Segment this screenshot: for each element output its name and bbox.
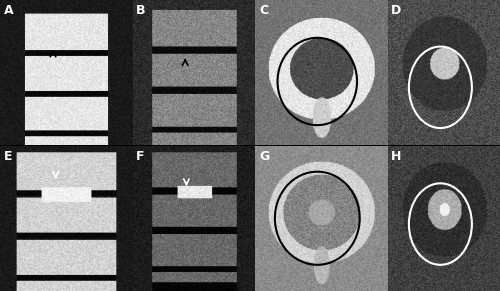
Text: E: E bbox=[4, 150, 12, 163]
Text: H: H bbox=[391, 150, 401, 163]
Text: G: G bbox=[259, 150, 269, 163]
Text: A: A bbox=[4, 4, 14, 17]
Text: D: D bbox=[391, 4, 401, 17]
Text: C: C bbox=[259, 4, 268, 17]
Text: F: F bbox=[136, 150, 144, 163]
Text: B: B bbox=[136, 4, 145, 17]
